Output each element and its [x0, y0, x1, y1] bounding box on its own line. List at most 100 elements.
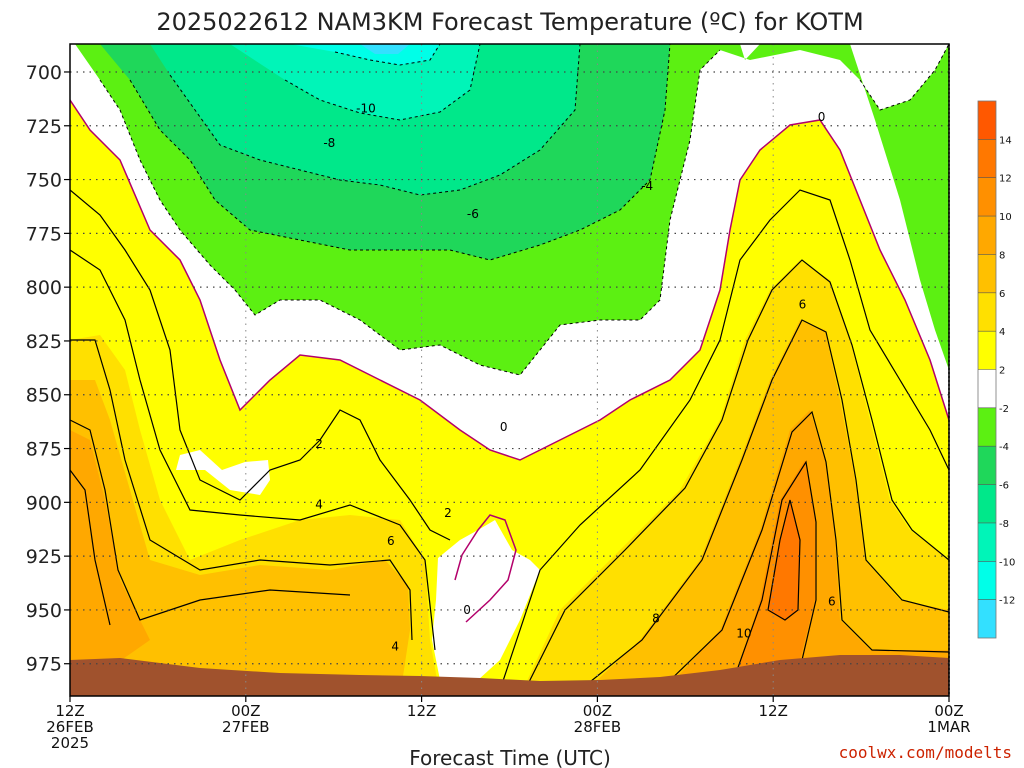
- credit-text: coolwx.com/modelts: [839, 743, 1012, 762]
- contour-minus-2-right: [859, 44, 949, 111]
- colorbar: -12 -10 -8 -6 -4 -2 2 4 6 8 10 12 14: [977, 100, 1015, 639]
- x-tick-label: 27FEB: [222, 718, 269, 736]
- warm-layer-6-8: [70, 380, 410, 696]
- y-tick-label: 800: [26, 277, 62, 299]
- y-tick-label: 950: [26, 600, 62, 622]
- x-tick-label: 12Z: [759, 702, 788, 720]
- colorbar-label: -2: [999, 404, 1009, 415]
- contour-4: [70, 249, 436, 651]
- x-tick-label: 00Z: [231, 702, 260, 720]
- colorbar-swatch: [978, 522, 996, 562]
- colorbar-swatch: [978, 369, 996, 408]
- x-axis-label: Forecast Time (UTC): [409, 746, 611, 768]
- warm-nose-12-14: [768, 500, 800, 620]
- contour-minus-6: [169, 44, 581, 196]
- colorbar-label: 10: [999, 212, 1012, 223]
- contour-label: 6: [799, 297, 807, 311]
- colorbar-swatch: [978, 446, 996, 485]
- y-tick-label: 925: [26, 546, 62, 568]
- colorbar-label: -10: [999, 557, 1015, 568]
- contour-6: [70, 339, 413, 641]
- contour-8: [70, 419, 351, 621]
- colorbar-swatch: [978, 216, 996, 255]
- warm-nose-6-8: [580, 320, 949, 696]
- y-tick-label: 875: [26, 439, 62, 461]
- colorbar-swatch: [978, 484, 996, 523]
- cold-band-8-10: [230, 44, 480, 120]
- contour-label: 6: [828, 594, 836, 608]
- contour-label: 6: [387, 534, 395, 548]
- contour-warm-12: [767, 499, 801, 621]
- contour-warm-10: [729, 460, 817, 691]
- contour-label: 10: [736, 627, 751, 641]
- colorbar-swatch: [978, 139, 996, 178]
- contour-label: 8: [652, 612, 660, 626]
- y-tick-label: 750: [26, 170, 62, 192]
- colorbar-label: 2: [999, 366, 1005, 377]
- contour-label: -10: [356, 102, 376, 116]
- x-tick-label: 2025: [51, 734, 89, 752]
- y-tick-label: 700: [26, 62, 62, 84]
- contour-label: 2: [444, 506, 452, 520]
- contour-label: 0: [818, 110, 826, 124]
- colorbar-swatch: [978, 254, 996, 293]
- colorbar-swatch: [978, 331, 996, 370]
- colorbar-label: 8: [999, 250, 1005, 261]
- freezing-line: [70, 99, 949, 461]
- colorbar-label: 12: [999, 174, 1012, 185]
- contour-10: [70, 469, 111, 626]
- colorbar-label: 6: [999, 289, 1005, 300]
- contour-label: -6: [467, 207, 479, 221]
- y-tick-label: 825: [26, 331, 62, 353]
- colorbar-label: -4: [999, 442, 1009, 453]
- colorbar-swatch: [978, 292, 996, 332]
- cold-band-6-8: [150, 44, 580, 195]
- warm-contour-lines: [70, 189, 949, 691]
- contour-label: -4: [641, 179, 653, 193]
- x-tick-label: 12Z: [407, 702, 436, 720]
- y-tick-label: 975: [26, 654, 62, 676]
- contour-warm-4: [524, 259, 949, 691]
- y-tick-label: 900: [26, 492, 62, 514]
- x-tick-label: 00Z: [934, 702, 963, 720]
- colorbar-label: -12: [999, 596, 1015, 607]
- cold-contour-lines: [99, 44, 949, 376]
- white-pocket-mid: [176, 450, 270, 495]
- colorbar-swatch: [978, 561, 996, 600]
- freezing-line-pocket: [454, 514, 517, 623]
- y-tick-label: 725: [26, 116, 62, 138]
- contour-minus-10: [334, 44, 441, 66]
- y-axis: 700 725 750 775 800 825 850 875 900 925 950 975: [26, 62, 70, 676]
- colorbar-swatch: [978, 407, 996, 447]
- y-tick-label: 775: [26, 223, 62, 245]
- colorbar-label: -6: [999, 481, 1009, 492]
- y-tick-label: 850: [26, 385, 62, 407]
- contour-minus-2: [99, 49, 721, 376]
- terrain-ground: [70, 655, 949, 696]
- x-tick-label: 1MAR: [927, 718, 970, 736]
- chart-title: 2025022612 NAM3KM Forecast Temperature (…: [156, 8, 863, 36]
- warm-layer-8-10: [70, 430, 150, 696]
- colorbar-swatch: [978, 599, 996, 638]
- colorbar-label: -8: [999, 519, 1009, 530]
- x-tick-label: 12Z: [55, 702, 84, 720]
- contour-warm-2: [499, 189, 949, 691]
- colorbar-label: 4: [999, 327, 1005, 338]
- contour-label: 4: [315, 497, 323, 511]
- contour-label: 4: [391, 640, 399, 654]
- contour-2: [70, 189, 451, 541]
- colorbar-swatch: [978, 101, 996, 140]
- colorbar-swatch: [978, 177, 996, 217]
- contour-label: 2: [315, 437, 323, 451]
- x-tick-label: 00Z: [583, 702, 612, 720]
- colorbar-label: 14: [999, 135, 1012, 146]
- contour-warm-6: [579, 319, 949, 691]
- x-tick-label: 26FEB: [46, 718, 93, 736]
- cold-band-12-14: [360, 44, 410, 54]
- contour-label: 0: [500, 420, 508, 434]
- contour-warm-8: [659, 410, 949, 691]
